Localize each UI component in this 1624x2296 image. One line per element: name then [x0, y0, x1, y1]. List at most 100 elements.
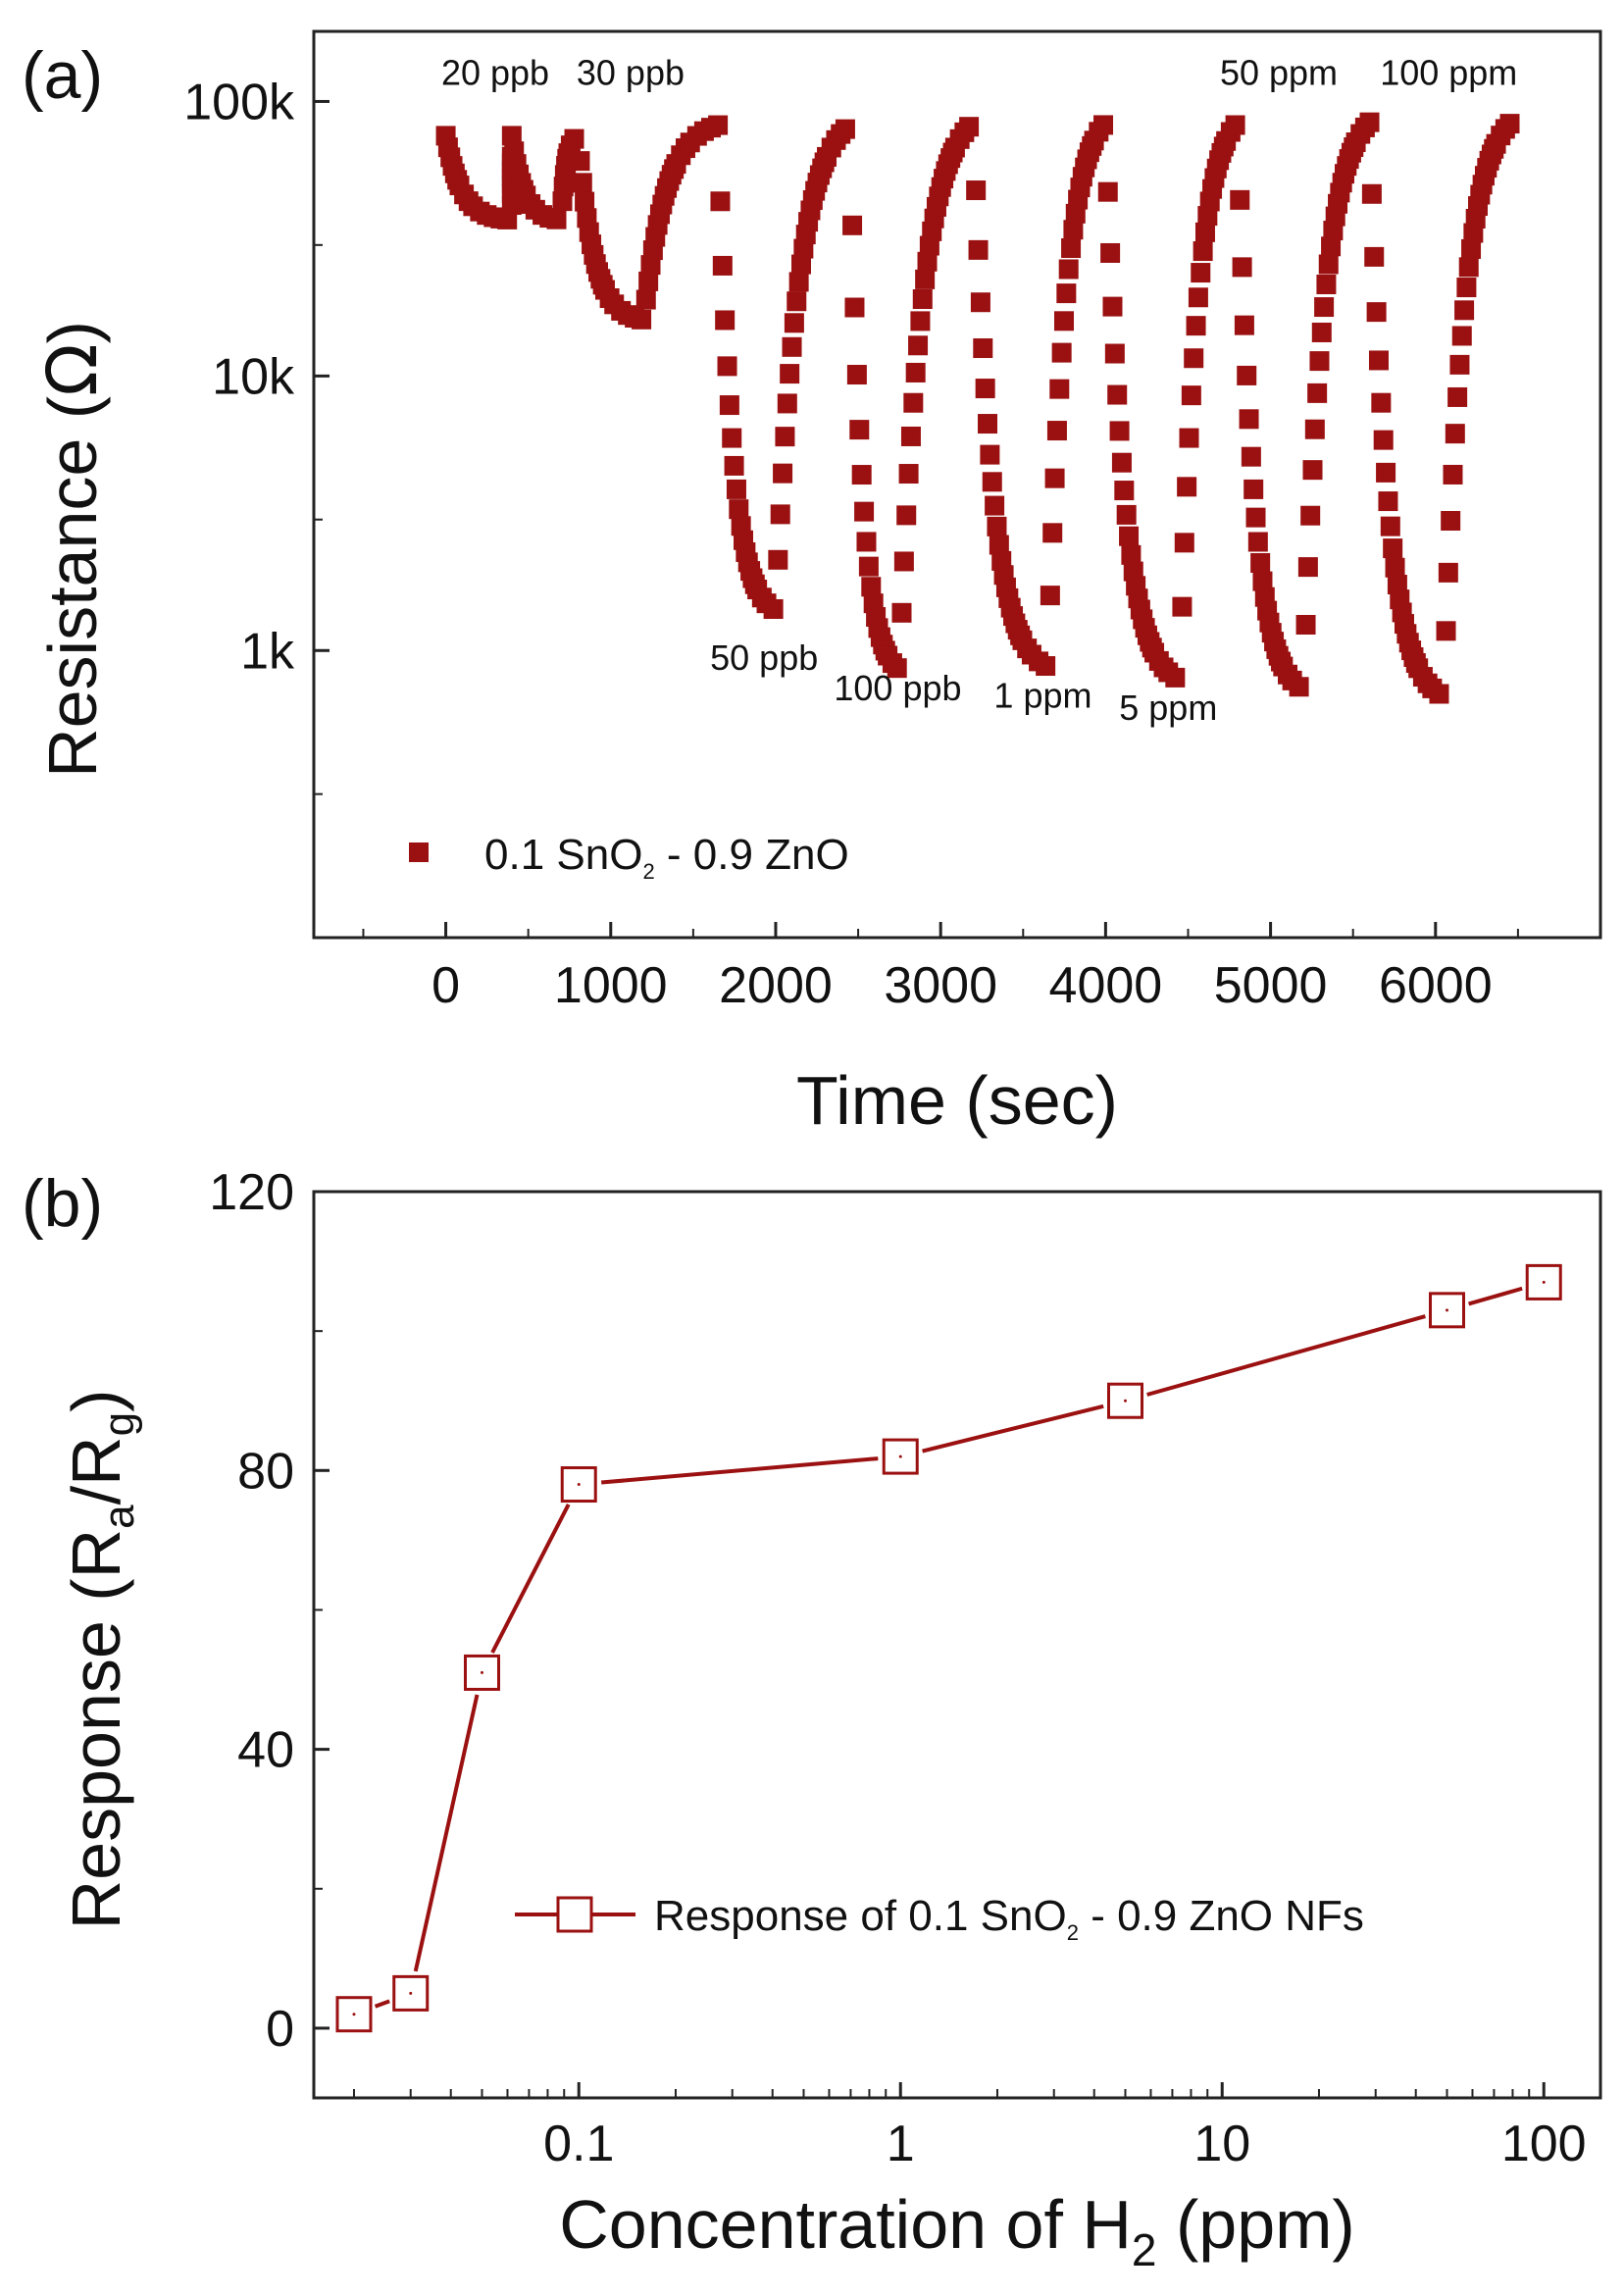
response-point-center [577, 1483, 581, 1487]
resistance-point [1056, 283, 1077, 304]
resistance-point [1174, 533, 1194, 553]
series-line-segment [1146, 1314, 1426, 1397]
resistance-point [722, 428, 742, 448]
resistance-point [1177, 477, 1197, 497]
resistance-point [1063, 220, 1084, 240]
resistance-point [1373, 430, 1394, 450]
resistance-point [970, 292, 990, 313]
resistance-point [1116, 504, 1137, 525]
resistance-point [973, 338, 993, 359]
legend-subscript: 2 [1067, 1920, 1079, 1945]
resistance-point [1371, 392, 1392, 413]
response-point-center [1446, 1308, 1449, 1312]
resistance-point [640, 255, 661, 276]
resistance-point [1049, 379, 1070, 399]
resistance-point [784, 313, 804, 333]
series-line-segment [922, 1403, 1104, 1454]
resistance-point [1119, 526, 1140, 546]
resistance-point [1368, 350, 1389, 371]
resistance-point [782, 336, 802, 357]
resistance-point [790, 254, 811, 275]
resistance-point [552, 191, 573, 212]
x-title-unit: (ppm) [1157, 2186, 1355, 2263]
series-line-segment [413, 1694, 480, 1972]
resistance-point [1193, 241, 1213, 262]
resistance-point [1245, 507, 1266, 528]
resistance-point [861, 577, 882, 597]
series-line-segment [1468, 1286, 1523, 1306]
resistance-point [1316, 274, 1337, 294]
concentration-annotation: 30 ppb [577, 52, 685, 92]
resistance-point [1314, 297, 1335, 318]
resistance-point [898, 464, 919, 485]
resistance-point [1104, 343, 1125, 364]
panel-a-resistance-chart: (a) 0 1000 2000 3000 4000 5000 6000 1k 10k 100k 2… [22, 29, 1602, 1139]
concentration-annotation: 100 ppb [834, 668, 961, 708]
legend-label: 0.1 SnO2 - 0.9 ZnO [484, 831, 849, 884]
resistance-point [1093, 115, 1114, 135]
resistance-point [632, 309, 652, 330]
resistance-point [1454, 300, 1475, 321]
series-line-segment [490, 1504, 571, 1654]
y-title-main: Resistance ( [34, 396, 111, 778]
legend-text-part1: 0.1 SnO [484, 831, 642, 879]
x-title-sub: 2 [1132, 2224, 1157, 2275]
resistance-point [1436, 621, 1456, 641]
x-tick-label: 2000 [719, 957, 833, 1014]
resistance-point [1247, 532, 1268, 552]
resistance-point [893, 551, 914, 572]
resistance-point [1387, 575, 1407, 595]
response-point-center [1542, 1280, 1546, 1284]
response-point-center [352, 2013, 356, 2016]
resistance-point [763, 598, 784, 619]
panel-b-x-axis-title: Concentration of H2 (ppm) [559, 2186, 1355, 2275]
resistance-point [1300, 505, 1321, 526]
resistance-point [1289, 677, 1309, 697]
panel-b-label: (b) [22, 1166, 103, 1241]
resistance-point [719, 395, 739, 416]
resistance-point [1186, 316, 1206, 336]
resistance-point [1451, 326, 1472, 346]
y-title-main: Response (R [58, 1529, 134, 1930]
resistance-point [1445, 424, 1465, 444]
resistance-point [775, 427, 795, 447]
resistance-point [1376, 462, 1396, 483]
resistance-point [1111, 452, 1132, 473]
resistance-point [708, 115, 729, 135]
resistance-point [1252, 571, 1273, 591]
resistance-point [1042, 523, 1063, 543]
resistance-point [858, 556, 879, 577]
x-tick-label: 10 [1193, 2116, 1250, 2172]
x-tick-label: 5000 [1214, 957, 1328, 1014]
resistance-point [710, 191, 731, 212]
resistance-point [985, 495, 1005, 516]
resistance-point [1184, 348, 1204, 369]
resistance-point [910, 311, 931, 332]
legend-label: Response of 0.1 SnO2 - 0.9 ZnO NFs [654, 1892, 1364, 1945]
y-title-sub-a: a [95, 1505, 143, 1529]
panel-b-plot-frame [312, 1190, 1602, 2100]
resistance-point [968, 239, 989, 260]
resistance-point [1443, 464, 1463, 485]
legend-marker [409, 842, 429, 862]
resistance-point [1194, 222, 1215, 242]
resistance-point [1234, 315, 1254, 335]
resistance-point [638, 271, 659, 291]
resistance-point [1237, 365, 1257, 385]
resistance-point [724, 455, 744, 476]
resistance-point [846, 365, 867, 385]
resistance-point [844, 297, 865, 318]
resistance-point [1044, 468, 1065, 488]
y-tick-label: 40 [237, 1722, 294, 1779]
y-tick-label: 80 [237, 1443, 294, 1500]
resistance-point [1447, 386, 1468, 407]
panel-a-plot-frame [312, 29, 1602, 940]
resistance-point [1243, 479, 1264, 499]
resistance-point [1191, 263, 1211, 283]
resistance-point [1102, 296, 1123, 317]
resistance-point [773, 463, 793, 484]
resistance-point [1321, 236, 1342, 257]
x-tick-label: 1000 [554, 957, 668, 1014]
resistance-point [987, 516, 1007, 536]
resistance-point [917, 251, 938, 272]
